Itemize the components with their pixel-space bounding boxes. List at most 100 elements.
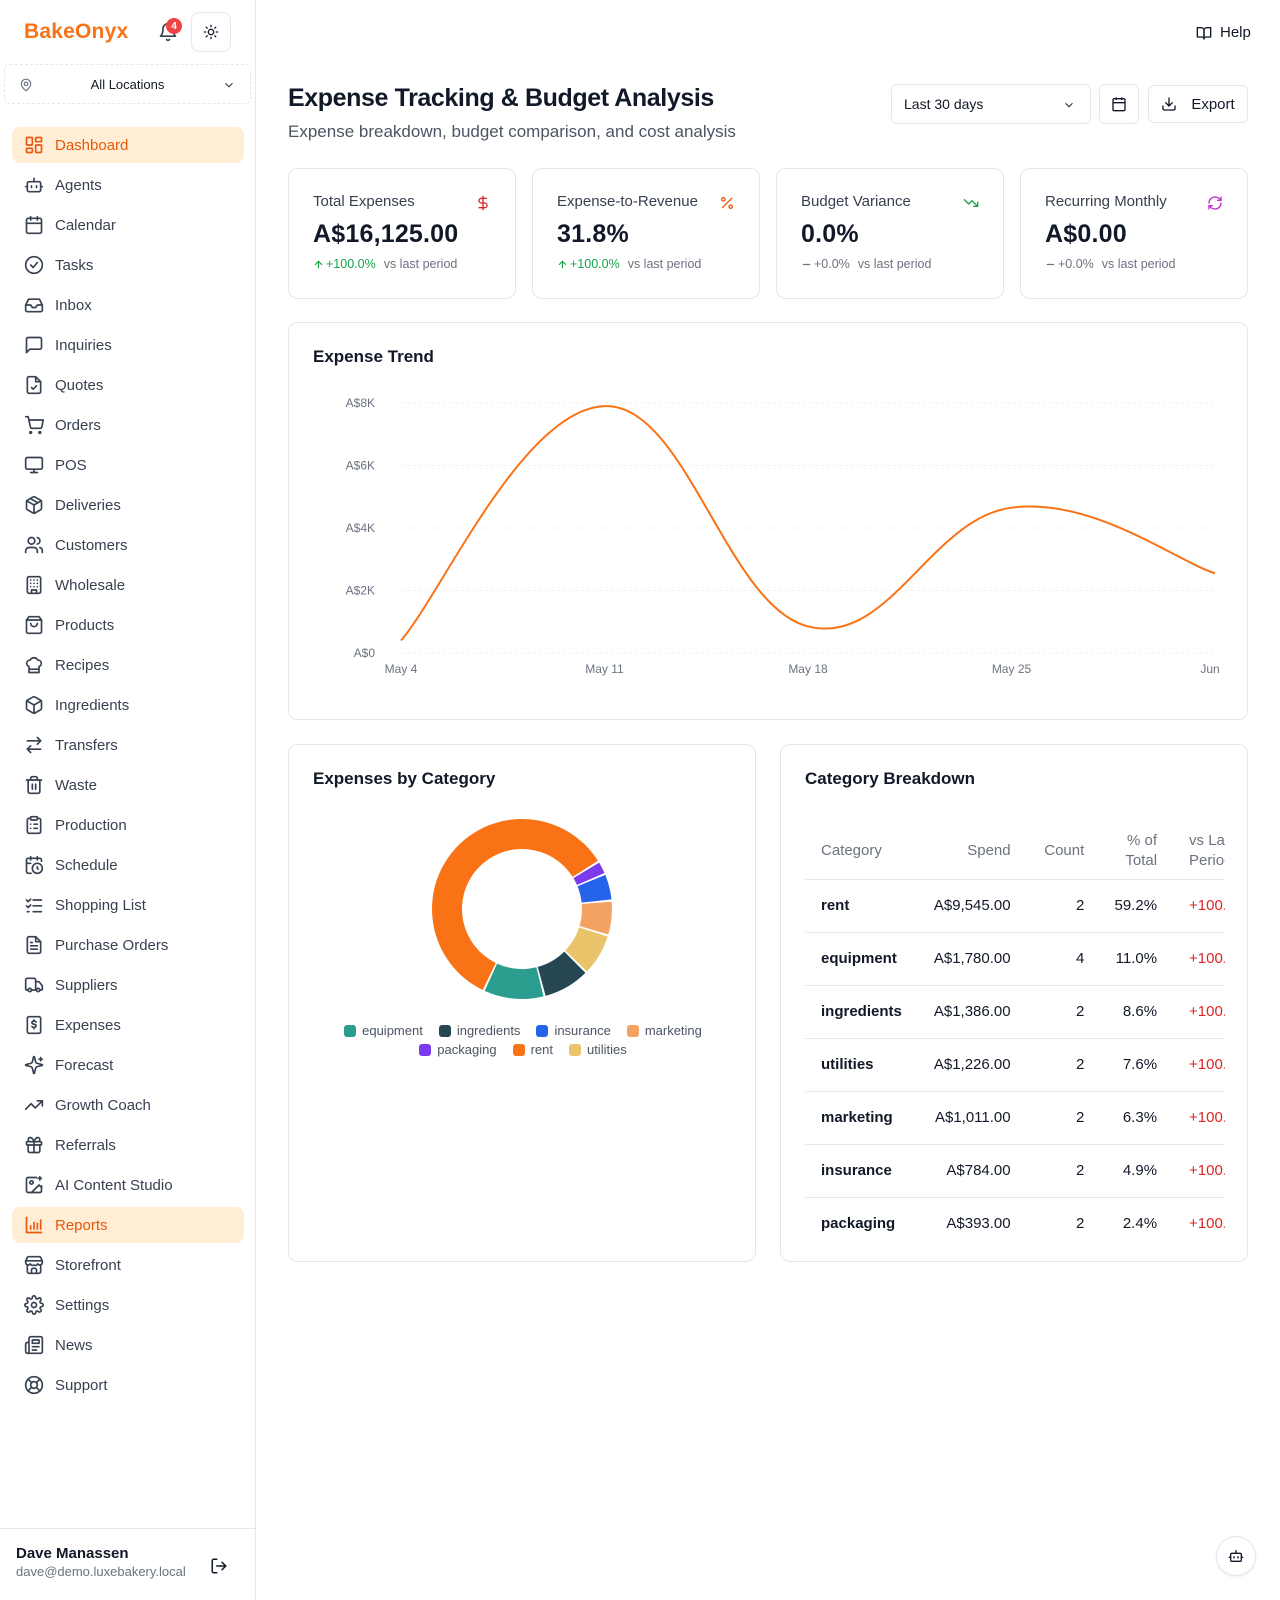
cell-spend: A$1,226.00 bbox=[917, 1038, 1027, 1092]
sidebar-item-referrals[interactable]: Referrals bbox=[12, 1127, 244, 1163]
expense-trend-line[interactable] bbox=[400, 405, 1216, 642]
location-select[interactable]: All Locations bbox=[4, 64, 251, 104]
trending-down-icon bbox=[963, 199, 979, 207]
sidebar-item-storefront[interactable]: Storefront bbox=[12, 1247, 244, 1283]
assistant-chat-button[interactable] bbox=[1216, 1536, 1256, 1576]
legend-item-marketing[interactable]: marketing bbox=[626, 1023, 702, 1038]
sidebar-item-shopping-list[interactable]: Shopping List bbox=[12, 887, 244, 923]
sidebar-item-settings[interactable]: Settings bbox=[12, 1287, 244, 1323]
kpi-delta-value: +0.0% bbox=[1058, 257, 1094, 271]
calendar-clock-icon bbox=[25, 855, 44, 875]
sidebar-item-quotes[interactable]: Quotes bbox=[12, 367, 244, 403]
sidebar-item-label: Products bbox=[55, 616, 115, 634]
sidebar-item-inquiries[interactable]: Inquiries bbox=[12, 327, 244, 363]
kpi-icon bbox=[719, 195, 735, 216]
sidebar-item-label: Suppliers bbox=[55, 976, 118, 994]
sidebar-item-orders[interactable]: Orders bbox=[12, 407, 244, 443]
sidebar-item-deliveries[interactable]: Deliveries bbox=[12, 487, 244, 523]
sidebar-item-growth-coach[interactable]: Growth Coach bbox=[12, 1087, 244, 1123]
sidebar-item-customers[interactable]: Customers bbox=[12, 527, 244, 563]
sidebar-item-forecast[interactable]: Forecast bbox=[12, 1047, 244, 1083]
cell-vs-last-period: +100.0% bbox=[1173, 932, 1225, 986]
legend-item-equipment[interactable]: equipment bbox=[344, 1023, 423, 1038]
kpi-delta-value: +100.0% bbox=[326, 257, 376, 271]
sidebar-item-ai-content-studio[interactable]: AI Content Studio bbox=[12, 1167, 244, 1203]
sidebar-item-production[interactable]: Production bbox=[12, 807, 244, 843]
sidebar-item-news[interactable]: News bbox=[12, 1327, 244, 1363]
legend-swatch bbox=[512, 1043, 525, 1056]
column-header-category[interactable]: Category bbox=[805, 823, 918, 880]
sidebar-item-label: Ingredients bbox=[55, 696, 130, 714]
legend-label: utilities bbox=[586, 1042, 627, 1057]
sidebar-item-tasks[interactable]: Tasks bbox=[12, 247, 244, 283]
sun-icon bbox=[203, 24, 219, 40]
column-header-count[interactable]: Count bbox=[1026, 823, 1101, 880]
sidebar-item-products[interactable]: Products bbox=[12, 607, 244, 643]
donut-slice-rent[interactable] bbox=[432, 819, 598, 990]
sidebar-item-pos[interactable]: POS bbox=[12, 447, 244, 483]
sidebar-item-label: Orders bbox=[55, 416, 101, 434]
notification-badge: 4 bbox=[166, 18, 182, 34]
donut-slice-ingredients[interactable] bbox=[537, 951, 586, 996]
column-header-vs-last-period[interactable]: vs Last Period bbox=[1173, 823, 1225, 880]
legend-item-insurance[interactable]: insurance bbox=[536, 1023, 611, 1038]
donut-slice-packaging[interactable] bbox=[573, 862, 605, 885]
legend-item-utilities[interactable]: utilities bbox=[568, 1042, 627, 1057]
date-range-select[interactable]: Last 30 days bbox=[891, 84, 1091, 124]
column-header-spend[interactable]: Spend bbox=[917, 823, 1027, 880]
sidebar-item-schedule[interactable]: Schedule bbox=[12, 847, 244, 883]
sidebar-item-wholesale[interactable]: Wholesale bbox=[12, 567, 244, 603]
sidebar-item-agents[interactable]: Agents bbox=[12, 167, 244, 203]
cell-category: packaging bbox=[821, 1215, 896, 1233]
sidebar-item-reports[interactable]: Reports bbox=[12, 1207, 244, 1243]
table-row[interactable]: packaging A$393.00 2 2.4% +100.0% bbox=[805, 1197, 1225, 1250]
sidebar-item-icon bbox=[24, 895, 44, 915]
legend-item-rent[interactable]: rent bbox=[512, 1042, 553, 1057]
calendar-button[interactable] bbox=[1099, 84, 1139, 124]
sidebar-item-ingredients[interactable]: Ingredients bbox=[12, 687, 244, 723]
sidebar-item-purchase-orders[interactable]: Purchase Orders bbox=[12, 927, 244, 963]
donut-slice-marketing[interactable] bbox=[579, 901, 612, 935]
dashboard-icon bbox=[25, 136, 43, 154]
sidebar-item-dashboard[interactable]: Dashboard bbox=[12, 127, 244, 163]
sidebar-item-recipes[interactable]: Recipes bbox=[12, 647, 244, 683]
help-link[interactable]: Help bbox=[1196, 24, 1251, 41]
y-tick-label: A$4K bbox=[346, 521, 375, 535]
kpi-label: Expense-to-Revenue bbox=[557, 193, 698, 210]
x-tick-label: May 25 bbox=[992, 662, 1032, 676]
sidebar-item-label: Shopping List bbox=[55, 896, 146, 914]
map-pin-icon bbox=[20, 78, 32, 92]
brand-row: BakeOnyx bbox=[0, 0, 255, 64]
donut-slice-equipment[interactable] bbox=[484, 963, 544, 999]
sidebar-item-waste[interactable]: Waste bbox=[12, 767, 244, 803]
theme-toggle-button[interactable] bbox=[191, 12, 231, 52]
cell-vs-last-period: +100.0% bbox=[1189, 1215, 1225, 1233]
export-button[interactable]: Export bbox=[1148, 85, 1248, 123]
donut-slice-insurance[interactable] bbox=[577, 874, 612, 903]
sidebar-item-inbox[interactable]: Inbox bbox=[12, 287, 244, 323]
sidebar-item-expenses[interactable]: Expenses bbox=[12, 1007, 244, 1043]
breakdown-table-wrapper[interactable]: Category Spend Count % of Total vs Last … bbox=[805, 823, 1225, 1250]
category-breakdown-card: Category Breakdown Category Spend Count … bbox=[780, 744, 1248, 1262]
dollar-icon bbox=[478, 195, 488, 211]
refresh-icon bbox=[1208, 196, 1222, 210]
sidebar-item-support[interactable]: Support bbox=[12, 1367, 244, 1403]
donut-slice-utilities[interactable] bbox=[565, 927, 608, 972]
cell-category: equipment bbox=[805, 932, 918, 986]
sidebar-item-suppliers[interactable]: Suppliers bbox=[12, 967, 244, 1003]
cell-category: marketing bbox=[805, 1091, 918, 1145]
legend-item-packaging[interactable]: packaging bbox=[419, 1042, 497, 1057]
sidebar-item-calendar[interactable]: Calendar bbox=[12, 207, 244, 243]
logout-icon[interactable] bbox=[210, 1557, 228, 1575]
sidebar-item-transfers[interactable]: Transfers bbox=[12, 727, 244, 763]
column-header-pct-total[interactable]: % of Total bbox=[1100, 823, 1174, 880]
kpi-delta: +100.0% bbox=[313, 257, 376, 271]
brand-logo[interactable]: BakeOnyx bbox=[24, 20, 129, 43]
legend-item-ingredients[interactable]: ingredients bbox=[438, 1023, 520, 1038]
